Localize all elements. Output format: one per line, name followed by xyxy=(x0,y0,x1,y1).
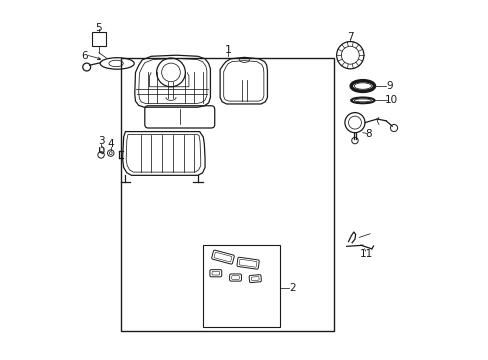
Text: 5: 5 xyxy=(95,23,102,33)
Text: 11: 11 xyxy=(359,248,372,258)
Text: 9: 9 xyxy=(386,81,392,91)
Bar xyxy=(92,32,105,45)
Bar xyxy=(203,244,280,327)
Text: 4: 4 xyxy=(107,139,114,149)
Text: 8: 8 xyxy=(364,129,371,139)
Text: 7: 7 xyxy=(346,32,353,41)
Text: 10: 10 xyxy=(384,95,397,105)
Bar xyxy=(121,58,333,330)
Text: 6: 6 xyxy=(81,50,88,60)
Text: 2: 2 xyxy=(289,283,296,293)
Text: 1: 1 xyxy=(224,45,231,55)
Text: 3: 3 xyxy=(98,136,104,146)
